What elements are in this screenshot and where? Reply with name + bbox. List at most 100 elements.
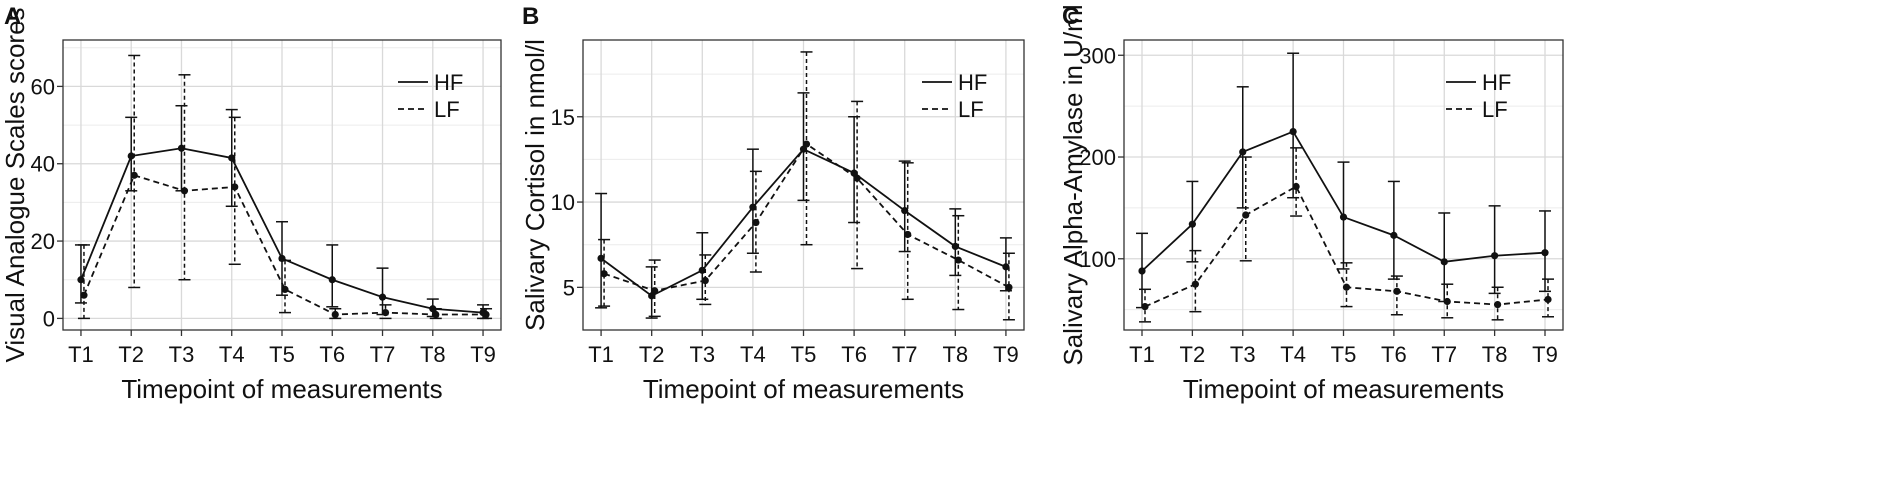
series-lf bbox=[598, 51, 1015, 321]
data-point bbox=[80, 291, 88, 299]
data-point bbox=[1491, 252, 1499, 260]
data-point bbox=[1292, 182, 1300, 191]
y-axis-title: Salivary Cortisol in nmol/l bbox=[520, 39, 550, 331]
data-point bbox=[752, 218, 760, 227]
panel-letter: C bbox=[1062, 3, 1079, 30]
data-point bbox=[1242, 211, 1250, 219]
data-point bbox=[281, 285, 289, 293]
x-tick-label: T8 bbox=[420, 342, 446, 367]
x-tick-label: T1 bbox=[1129, 342, 1155, 367]
series-lf bbox=[1138, 147, 1555, 323]
data-point bbox=[799, 145, 808, 153]
data-point bbox=[1544, 295, 1552, 304]
data-point bbox=[479, 309, 487, 317]
legend-label-hf: HF bbox=[434, 70, 463, 95]
data-point bbox=[1342, 283, 1351, 291]
data-point bbox=[1541, 249, 1549, 257]
x-tick-label: T2 bbox=[118, 342, 144, 367]
data-point bbox=[1141, 302, 1149, 311]
data-point bbox=[1494, 300, 1502, 309]
data-point bbox=[1393, 287, 1401, 295]
x-tick-label: T3 bbox=[689, 342, 715, 367]
series-line bbox=[83, 174, 487, 316]
x-tick-label: T6 bbox=[841, 342, 867, 367]
y-tick-label: 40 bbox=[31, 152, 55, 177]
y-tick-label: 20 bbox=[31, 229, 55, 254]
panel-letter: B bbox=[522, 3, 539, 30]
data-point bbox=[130, 171, 138, 179]
x-tick-label: T1 bbox=[68, 342, 94, 367]
legend-label-hf: HF bbox=[1482, 70, 1511, 95]
data-point bbox=[231, 183, 239, 191]
data-point bbox=[1138, 267, 1146, 275]
x-tick-label: T6 bbox=[319, 342, 345, 367]
x-tick-label: T9 bbox=[470, 342, 496, 367]
data-point bbox=[1440, 258, 1448, 266]
y-axis-title: Salivary Alpha-Amylase in U/ml bbox=[1058, 4, 1088, 365]
x-tick-label: T2 bbox=[639, 342, 665, 367]
y-tick-label: 0 bbox=[43, 306, 55, 331]
data-point bbox=[901, 206, 909, 215]
data-point bbox=[177, 144, 186, 152]
y-tick-label: 60 bbox=[31, 74, 55, 99]
data-point bbox=[701, 276, 709, 285]
x-tick-label: T8 bbox=[942, 342, 968, 367]
panel-letter: A bbox=[4, 3, 21, 30]
y-tick-label: 100 bbox=[1079, 247, 1116, 272]
x-tick-label: T5 bbox=[269, 342, 295, 367]
data-point bbox=[77, 276, 85, 284]
data-point bbox=[1390, 231, 1398, 239]
x-axis-title: Timepoint of measurements bbox=[1183, 374, 1504, 404]
data-point bbox=[1339, 213, 1348, 221]
series-hf bbox=[595, 92, 1012, 319]
data-point bbox=[278, 254, 286, 263]
x-tick-label: T7 bbox=[1431, 342, 1457, 367]
x-tick-label: T9 bbox=[993, 342, 1019, 367]
panel-a: A 0 20 40 60 T1 T2 T3 T4 T5 T6 T7 T8 T9 Timepoint of m… bbox=[0, 3, 502, 404]
x-tick-label: T6 bbox=[1381, 342, 1407, 367]
x-tick-label: T5 bbox=[791, 342, 817, 367]
data-point bbox=[850, 169, 858, 177]
x-tick-label: T9 bbox=[1532, 342, 1558, 367]
x-tick-label: T7 bbox=[370, 342, 396, 367]
x-tick-label: T8 bbox=[1482, 342, 1508, 367]
data-point bbox=[127, 152, 135, 160]
legend-label-lf: LF bbox=[958, 97, 984, 122]
x-tick-label: T4 bbox=[219, 342, 245, 367]
y-tick-label: 200 bbox=[1079, 145, 1116, 170]
data-point bbox=[1005, 283, 1013, 291]
series-hf bbox=[1135, 52, 1552, 309]
x-tick-label: T5 bbox=[1331, 342, 1357, 367]
legend-label-lf: LF bbox=[1482, 97, 1508, 122]
data-point bbox=[904, 230, 912, 239]
y-tick-label: 5 bbox=[563, 275, 575, 300]
data-point bbox=[1002, 263, 1010, 271]
x-axis-title: Timepoint of measurements bbox=[121, 374, 442, 404]
data-point bbox=[328, 276, 336, 284]
y-axis-title: Visual Analogue Scales scores bbox=[0, 7, 30, 362]
data-point bbox=[378, 293, 387, 301]
data-point bbox=[1191, 280, 1199, 288]
data-point bbox=[1239, 148, 1247, 156]
data-point bbox=[1188, 220, 1196, 228]
data-point bbox=[228, 154, 236, 162]
x-axis-title: Timepoint of measurements bbox=[643, 374, 964, 404]
data-point bbox=[749, 203, 757, 211]
data-point bbox=[1289, 127, 1297, 136]
data-point bbox=[597, 254, 605, 262]
panel-c: C 100 200 300 T1 T2 T3 T4 T5 T6 T7 T8 T9 Timepoint of… bbox=[1058, 3, 1564, 404]
data-point bbox=[600, 270, 608, 278]
x-tick-label: T3 bbox=[1230, 342, 1256, 367]
x-tick-label: T4 bbox=[1280, 342, 1306, 367]
data-point bbox=[429, 305, 437, 313]
x-tick-label: T4 bbox=[740, 342, 766, 367]
data-point bbox=[648, 292, 656, 300]
x-tick-label: T2 bbox=[1180, 342, 1206, 367]
y-tick-label: 15 bbox=[551, 105, 575, 130]
x-tick-label: T3 bbox=[169, 342, 195, 367]
